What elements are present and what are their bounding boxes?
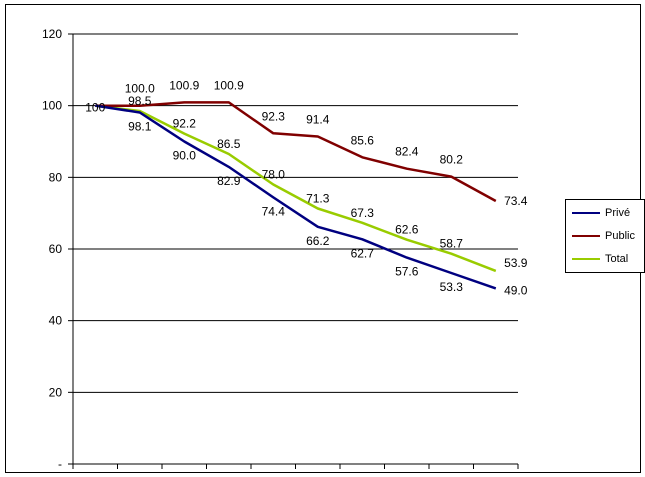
y-tick-label: 80 <box>49 170 63 184</box>
data-label-public: 92.3 <box>262 109 286 123</box>
series-line-total <box>95 104 497 273</box>
data-label-public: 100.0 <box>125 82 155 96</box>
y-tick-label: - <box>58 457 62 471</box>
data-label-priv: 66.2 <box>306 234 330 248</box>
data-label-public: 82.4 <box>395 145 419 159</box>
data-label-priv: 49.0 <box>504 283 528 297</box>
data-label-total: 78.0 <box>262 168 286 182</box>
y-tick-label: 40 <box>49 314 63 328</box>
data-label-total: 92.2 <box>173 117 197 131</box>
data-label-priv: 90.0 <box>173 149 197 163</box>
data-label-public: 100.9 <box>169 78 199 92</box>
line-chart: - 20 40 60 80 100 120 100 98.1 90.0 82.9 74.4 66.2 6… <box>42 27 528 471</box>
data-label-public: 91.4 <box>306 112 330 126</box>
data-label-total: 98.5 <box>128 94 152 108</box>
data-label-priv: 100 <box>85 101 105 115</box>
legend-item-prive: Privé <box>572 206 630 220</box>
chart-frame: - 20 40 60 80 100 120 100 98.1 90.0 82.9 74.4 66.2 6… <box>5 4 641 473</box>
series-lines <box>95 101 497 290</box>
legend-label-prive: Privé <box>605 207 631 219</box>
axes: - 20 40 60 80 100 120 <box>42 27 519 471</box>
data-label-total: 58.7 <box>440 237 464 251</box>
legend-swatch-prive <box>572 212 600 214</box>
legend-item-public: Public <box>572 229 635 243</box>
legend-item-total: Total <box>572 252 628 266</box>
data-label-total: 53.9 <box>504 256 528 270</box>
series-line-priv <box>95 104 497 290</box>
legend-label-total: Total <box>605 253 629 265</box>
data-label-public: 100.9 <box>214 78 244 92</box>
data-label-total: 62.6 <box>395 223 419 237</box>
data-label-total: 86.5 <box>217 137 241 151</box>
data-label-priv: 57.6 <box>395 265 419 279</box>
data-label-priv: 98.1 <box>128 119 152 133</box>
y-tick-label: 100 <box>42 99 62 113</box>
data-label-priv: 74.4 <box>262 204 286 218</box>
data-label-priv: 82.9 <box>217 174 241 188</box>
series-line-public <box>95 101 497 203</box>
y-tick-label: 20 <box>49 385 63 399</box>
data-labels: 100 98.1 90.0 82.9 74.4 66.2 62.7 57.6 53.3 49.0 1… <box>85 78 528 297</box>
data-label-total: 71.3 <box>306 192 330 206</box>
data-label-public: 85.6 <box>351 133 375 147</box>
data-label-total: 67.3 <box>351 206 375 220</box>
y-tick-label: 120 <box>42 27 62 41</box>
legend-swatch-total <box>572 258 600 260</box>
data-label-public: 73.4 <box>504 194 528 208</box>
legend-label-public: Public <box>605 230 635 242</box>
y-tick-label: 60 <box>49 242 63 256</box>
legend: Privé Public Total <box>565 199 645 273</box>
data-label-public: 80.2 <box>440 153 464 167</box>
legend-swatch-public <box>572 235 600 237</box>
data-label-priv: 62.7 <box>351 246 375 260</box>
data-label-priv: 53.3 <box>440 280 464 294</box>
